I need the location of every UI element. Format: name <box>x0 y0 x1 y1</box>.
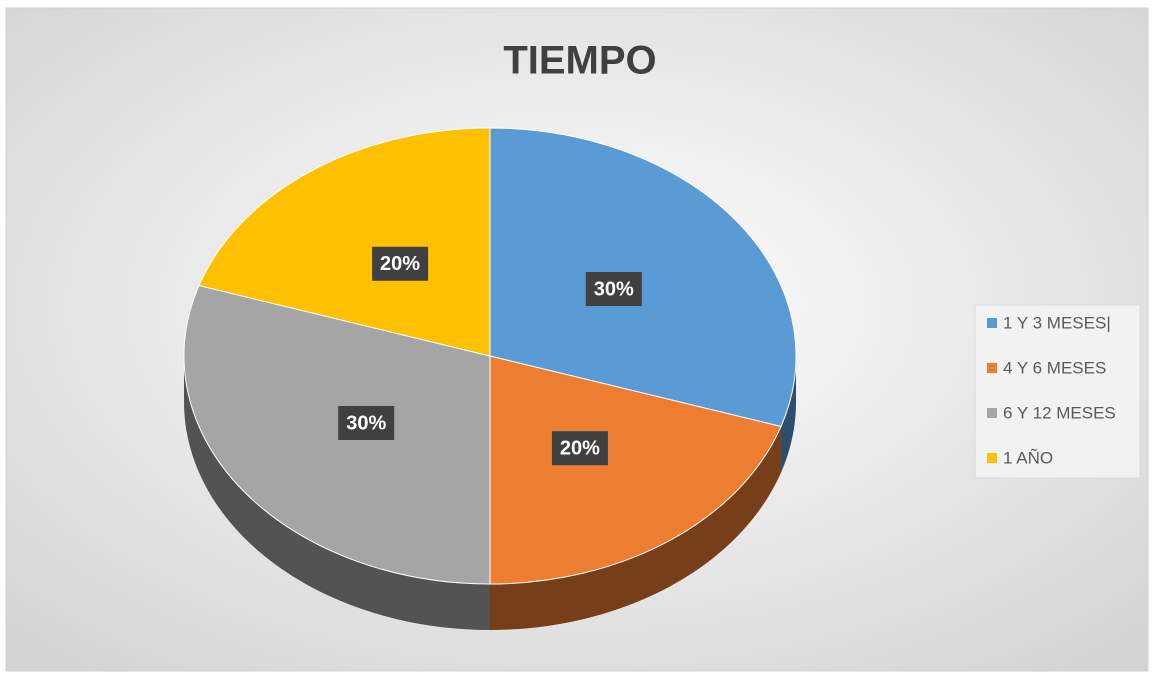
legend-label: 4 Y 6 MESES <box>1003 358 1106 377</box>
legend-marker <box>987 363 997 373</box>
chart-title: TIEMPO <box>503 39 656 83</box>
data-label: 20% <box>380 253 420 275</box>
data-label-box <box>551 431 608 466</box>
data-label-box <box>372 246 429 281</box>
data-label-box <box>585 271 642 306</box>
legend <box>974 304 1141 479</box>
slice <box>489 355 782 585</box>
slice-side <box>490 426 782 630</box>
data-label-box <box>338 406 395 441</box>
legend-marker <box>987 453 997 463</box>
data-label: 30% <box>594 278 634 300</box>
legend-label: 6 Y 12 MESES <box>1003 403 1116 422</box>
slice <box>489 127 797 428</box>
legend-label: 1 Y 3 MESES| <box>1003 313 1111 332</box>
slice <box>198 127 491 357</box>
slice-side <box>781 356 796 473</box>
legend-label: 1 AÑO <box>1003 448 1053 467</box>
pie: 30% 20% 30% 20% <box>183 127 797 630</box>
legend-marker <box>987 318 997 328</box>
slice <box>183 284 491 585</box>
data-label: 20% <box>560 438 600 460</box>
legend-marker <box>987 408 997 418</box>
data-label: 30% <box>346 412 386 434</box>
